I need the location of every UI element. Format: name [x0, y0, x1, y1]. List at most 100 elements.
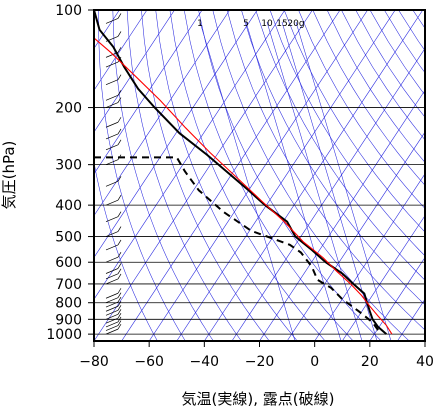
wind-barb [105, 18, 119, 24]
isotherm-line [259, 89, 425, 341]
mixing-ratio-label: 10 [261, 19, 273, 29]
wind-barb-flag [117, 176, 122, 182]
dry-adiabat-line [298, 10, 425, 209]
y-tick-label: 400 [55, 198, 82, 214]
wind-barb-flag [117, 90, 122, 96]
dry-adiabat-line [226, 10, 425, 331]
x-tick-label: −60 [134, 354, 164, 370]
wind-barb [105, 310, 119, 316]
dry-adiabat-line [183, 10, 354, 341]
x-tick-label: 20 [361, 354, 379, 370]
x-tick-label: −80 [79, 354, 109, 370]
isotherm-line [94, 10, 258, 258]
wind-barb-flag [117, 288, 122, 294]
dry-adiabat-line [384, 10, 425, 74]
y-tick-label: 700 [55, 277, 82, 293]
wind-barb-flag [117, 252, 122, 258]
wind-barb [105, 79, 119, 86]
y-tick-label: 800 [55, 296, 82, 312]
isotherm-line [314, 173, 425, 341]
wind-barb-flag [117, 128, 122, 135]
wind-barb [105, 325, 119, 331]
wind-barb-flag [117, 139, 122, 145]
wind-barb [105, 181, 119, 187]
wind-barb [105, 199, 119, 206]
wind-barb [105, 256, 119, 263]
wind-barb [105, 292, 119, 299]
wind-barb [105, 317, 119, 324]
mixing-ratio-label: 1 [197, 19, 203, 29]
dry-adiabat-line [155, 10, 298, 341]
isotherm-line [204, 10, 424, 341]
wind-barb [105, 121, 119, 128]
wind-barb [105, 278, 119, 285]
wind-barb-flag [117, 47, 122, 53]
x-axis-title: 気温(実線), 露点(破線) [182, 390, 335, 408]
y-tick-label: 200 [55, 101, 82, 117]
isotherm-line [94, 10, 286, 300]
wind-barb-flag [117, 320, 122, 326]
x-tick-label: −40 [190, 354, 220, 370]
wind-barb-flag [117, 268, 122, 274]
y-tick-label: 300 [55, 158, 82, 174]
isotherm-line [94, 10, 175, 133]
wind-barb-flag [117, 13, 122, 19]
wind-barb [105, 328, 119, 335]
isotherm-line [176, 10, 396, 341]
wind-barb-flag [117, 316, 122, 323]
wind-barb [105, 102, 119, 108]
dry-adiabat-line [312, 10, 425, 186]
y-tick-label: 500 [55, 230, 82, 246]
wind-barb [105, 313, 119, 320]
wind-barb-flag [117, 194, 122, 201]
dry-adiabat-line [283, 10, 425, 233]
isotherm-line [341, 215, 425, 341]
dry-adiabat-line [212, 10, 410, 341]
dry-adiabat-line [141, 10, 270, 341]
mixing-ratio-line [245, 21, 342, 341]
wind-barb-flag [117, 117, 122, 123]
x-tick-label: 40 [416, 354, 434, 370]
wind-barb [105, 297, 119, 304]
wind-barb [105, 244, 119, 251]
mixing-ratio-line [266, 21, 363, 341]
wind-barbs [105, 13, 122, 335]
wind-barb-flag [117, 263, 122, 269]
y-tick-label: 100 [55, 3, 82, 19]
isotherm-line [148, 10, 368, 341]
isotherm-line [94, 10, 313, 341]
wind-barb-flag [117, 305, 122, 311]
wind-barb-flag [117, 273, 122, 280]
wind-barb-flag [117, 97, 122, 103]
mixing-ratio-label: 20g [287, 19, 304, 29]
dry-adiabat-line [98, 10, 186, 341]
isotherm-line [94, 10, 230, 217]
dry-adiabat-line [241, 10, 425, 306]
parcel-line [94, 37, 393, 335]
mixing-ratio-label: 5 [243, 19, 249, 29]
wind-barb-flag [117, 309, 122, 315]
dry-adiabat-line [369, 10, 425, 96]
dry-adiabat-line [427, 10, 436, 341]
wind-barb-flag [117, 74, 122, 80]
wind-barb-flag [117, 211, 122, 217]
wind-barb [105, 321, 119, 328]
dry-adiabat-line [126, 10, 242, 341]
wind-barb [105, 216, 119, 223]
wind-barb-flag [117, 292, 122, 298]
y-axis-title: 気圧(hPa) [0, 141, 18, 210]
dry-adiabat-line [198, 10, 382, 341]
wind-barb-flag [117, 239, 122, 246]
series-lines [94, 10, 393, 335]
temperature-line [94, 10, 388, 335]
wind-barb [105, 95, 119, 101]
wind-barb [105, 144, 119, 151]
isotherm-line [94, 10, 203, 175]
wind-barb-flag [117, 301, 122, 307]
dry-adiabat-line [94, 160, 158, 341]
mixing-ratio-line [281, 21, 378, 341]
dry-adiabat-line [112, 10, 214, 341]
dry-adiabat-line [255, 10, 425, 281]
y-tick-label: 900 [55, 312, 82, 328]
wind-barb-flag [117, 323, 122, 330]
